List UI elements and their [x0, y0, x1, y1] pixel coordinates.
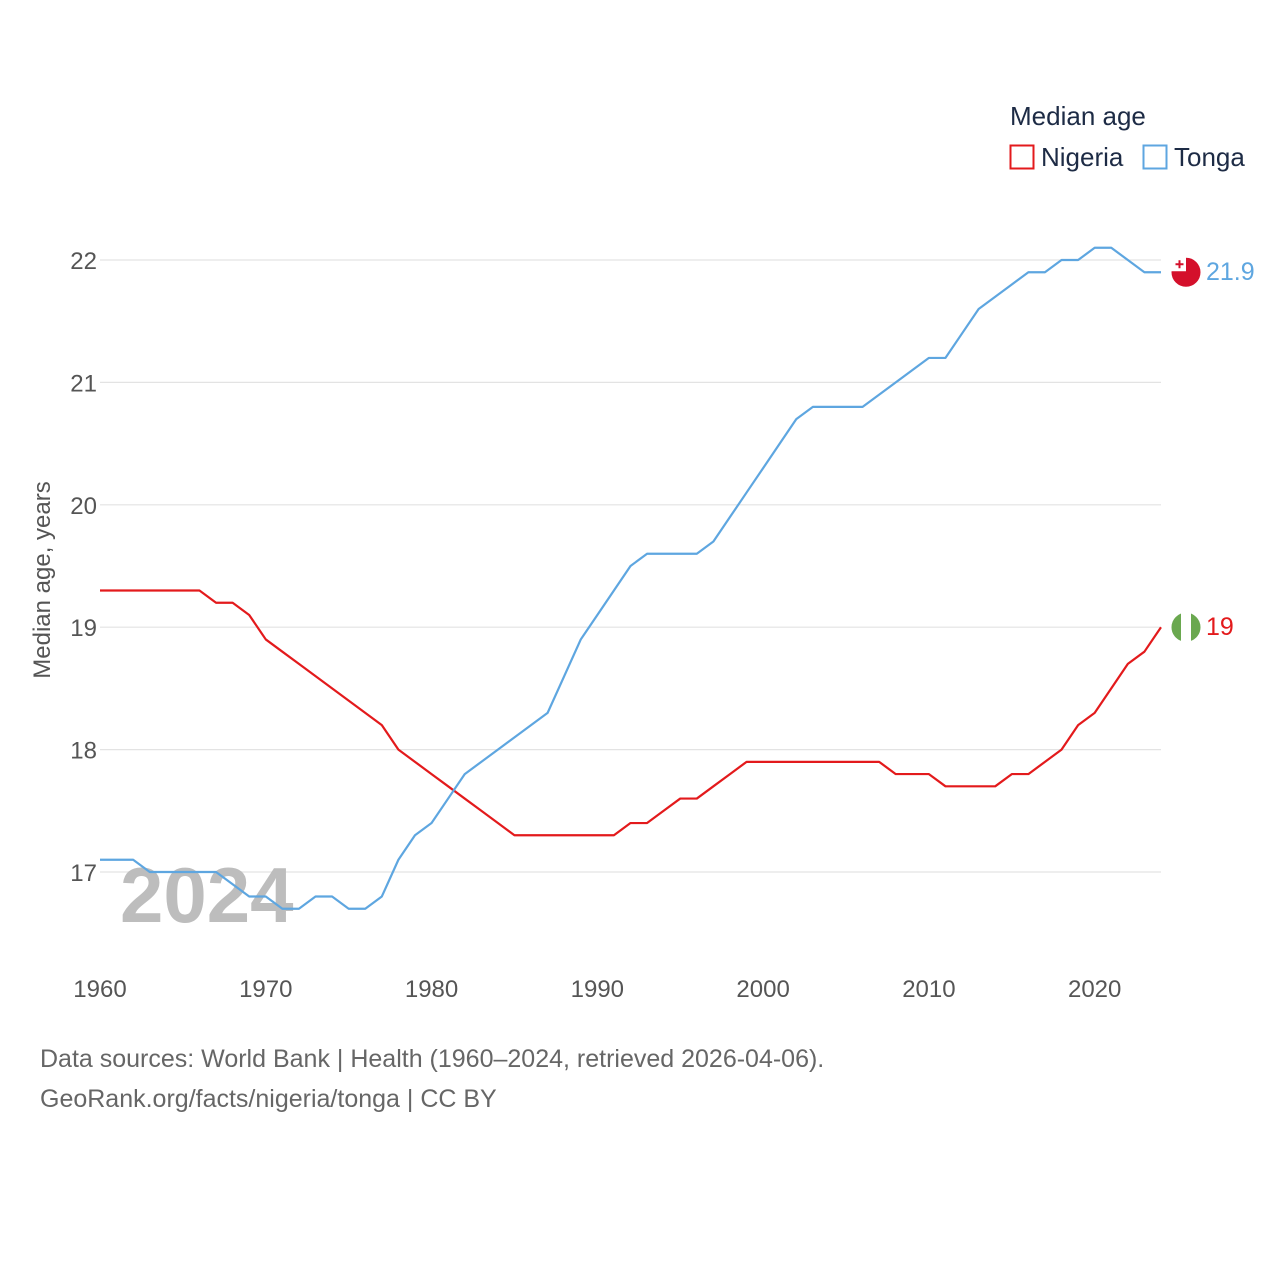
x-tick-label: 2020 — [1068, 976, 1121, 1003]
grid-lines — [100, 259, 1161, 873]
credit-link[interactable]: GeoRank.org/facts/nigeria/tonga | CC BY — [40, 1085, 497, 1113]
x-tick-label: 1990 — [571, 976, 624, 1003]
y-tick-label: 20 — [70, 493, 97, 520]
series-line-nigeria — [100, 589, 1162, 837]
x-tick-label: 1980 — [405, 976, 458, 1003]
y-tick-label: 22 — [70, 248, 97, 275]
legend-title: Median age — [1010, 101, 1146, 131]
x-tick-label: 2000 — [736, 976, 789, 1003]
nigeria-flag-icon — [1170, 611, 1202, 643]
x-tick-label: 1960 — [73, 976, 126, 1003]
legend-item-nigeria[interactable]: Nigeria — [1009, 142, 1124, 172]
legend: Median age Nigeria Tonga — [1009, 101, 1246, 172]
series-line-tonga — [100, 246, 1161, 910]
end-value-label-nigeria: 19 — [1206, 613, 1234, 641]
x-axis: 1960 1970 1980 1990 2000 2010 2020 — [73, 976, 1121, 1003]
data-source-text: Data sources: World Bank | Health (1960–… — [40, 1045, 825, 1073]
y-axis: 17 18 19 20 21 22 — [70, 248, 97, 887]
legend-swatch-tonga — [1142, 144, 1168, 170]
y-tick-label: 21 — [70, 370, 97, 397]
end-markers: 19 21.9 — [1170, 256, 1255, 643]
y-tick-label: 18 — [70, 738, 97, 765]
legend-label-tonga: Tonga — [1174, 142, 1245, 172]
end-value-label-tonga: 21.9 — [1206, 258, 1255, 286]
year-watermark: 2024 — [120, 851, 294, 939]
legend-swatch-nigeria — [1009, 144, 1035, 170]
series-lines — [100, 246, 1162, 910]
y-axis-title: Median age, years — [29, 481, 56, 678]
y-tick-label: 17 — [70, 860, 97, 887]
x-tick-label: 1970 — [239, 976, 292, 1003]
legend-item-tonga[interactable]: Tonga — [1142, 142, 1246, 172]
y-tick-label: 19 — [70, 615, 97, 642]
tonga-flag-icon — [1170, 256, 1202, 288]
x-tick-label: 2010 — [902, 976, 955, 1003]
legend-label-nigeria: Nigeria — [1041, 142, 1124, 172]
